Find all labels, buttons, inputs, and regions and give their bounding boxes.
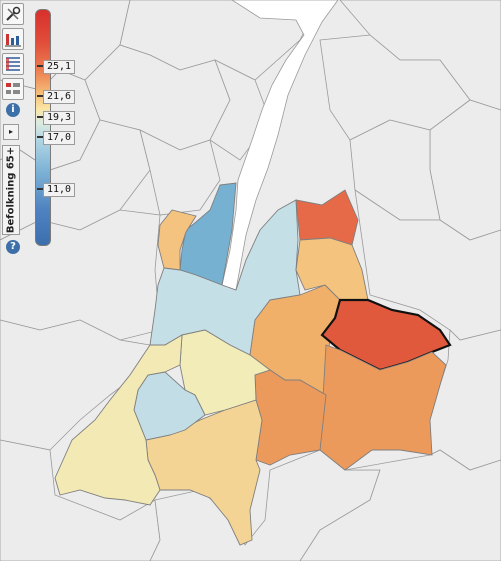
- tools-button[interactable]: [2, 3, 24, 25]
- table-button[interactable]: [2, 53, 24, 75]
- expand-panel-button[interactable]: ▸: [3, 124, 19, 140]
- legend-tick-11-0: 11,0: [36, 183, 76, 197]
- legend-tick-17-0: 17,0: [36, 131, 76, 145]
- municipality-far-west[interactable]: [157, 209, 197, 271]
- bar-chart-icon: [5, 34, 21, 47]
- legend-tick-19-3: 19,3: [36, 111, 76, 125]
- color-legend: 25,1 21,6 19,3 17,0 11,0: [35, 9, 95, 249]
- municipality-east-center[interactable]: [295, 237, 369, 301]
- municipalities[interactable]: [54, 182, 452, 546]
- bg-region-e4: [354, 189, 501, 341]
- table-icon: [6, 57, 20, 71]
- municipality-northeast[interactable]: [295, 189, 359, 246]
- legend-tick-25-1: 25,1: [36, 60, 76, 74]
- info-icon[interactable]: i: [6, 103, 20, 117]
- help-icon[interactable]: ?: [6, 240, 20, 254]
- municipality-southwest[interactable]: [54, 334, 183, 506]
- bg-region-se: [299, 449, 501, 561]
- legend-color-scale: [35, 9, 51, 246]
- bg-region-w4: [139, 129, 221, 216]
- bar-chart-button[interactable]: [2, 28, 24, 50]
- bg-region-e5: [429, 329, 501, 471]
- legend-tick-21-6: 21,6: [36, 90, 76, 104]
- indicator-tab[interactable]: Befolkning 65+: [2, 145, 20, 235]
- list-view-button[interactable]: [2, 78, 24, 100]
- list-view-icon: [6, 83, 20, 94]
- map-toolbar: i ▸ Befolkning 65+ ?: [0, 0, 27, 561]
- municipality-southeast[interactable]: [319, 344, 447, 471]
- indicator-label: Befolkning 65+: [5, 146, 17, 234]
- tools-icon: [6, 6, 21, 21]
